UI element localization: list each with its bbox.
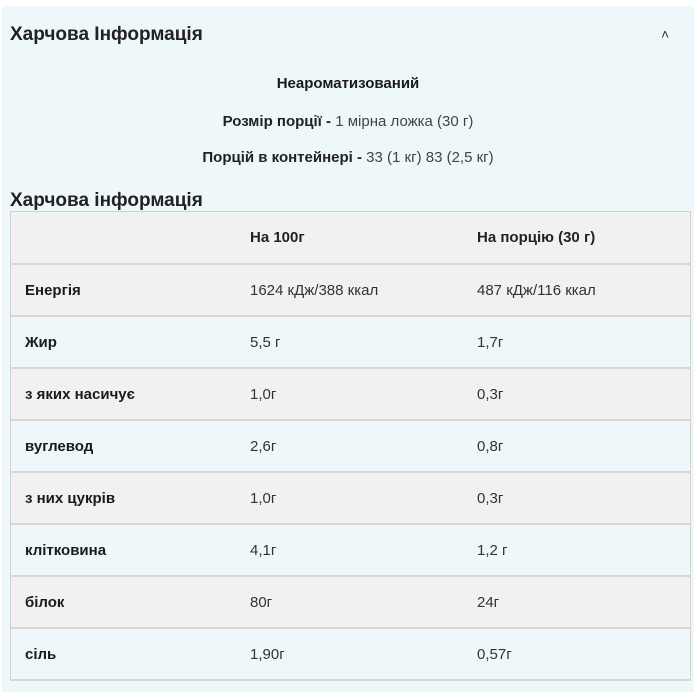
table-title: Харчова інформація bbox=[10, 190, 203, 211]
per-serving-value: 24г bbox=[477, 576, 691, 629]
table-row: з них цукрів 1,0г 0,3г bbox=[10, 472, 691, 525]
section-title: Харчова Інформація bbox=[10, 24, 203, 45]
table-row: клітковина 4,1г 1,2 г bbox=[10, 524, 691, 577]
serving-size-value: 1 мірна ложка (30 г) bbox=[335, 113, 474, 130]
nutrition-panel: Харчова Інформація ˄ Неароматизований Ро… bbox=[2, 6, 694, 692]
table-row: Енергія 1624 кДж/388 ккал 487 кДж/116 ккал bbox=[10, 264, 691, 317]
nutrient-name: білок bbox=[10, 576, 250, 629]
servings-per-container: Порцій в контейнері - 33 (1 кг) 83 (2,5 … bbox=[202, 149, 494, 166]
nutrient-name: клітковина bbox=[10, 524, 250, 577]
per-serving-value: 1,2 г bbox=[477, 524, 691, 577]
flavour-label: Неароматизований bbox=[276, 75, 420, 92]
nutrient-name: вуглевод bbox=[10, 420, 250, 473]
servings-label: Порцій в контейнері bbox=[202, 149, 353, 166]
nutrient-name: Енергія bbox=[10, 264, 250, 317]
servings-value: 33 (1 кг) 83 (2,5 кг) bbox=[366, 149, 494, 166]
per-serving-value: 0,3г bbox=[477, 368, 691, 421]
nutrition-table: На 100г На порцію (30 г) Енергія 1624 кДж… bbox=[10, 211, 691, 681]
table-row: сіль 1,90г 0,57г bbox=[10, 628, 691, 681]
serving-size-label: Розмір порції bbox=[222, 113, 322, 130]
chevron-up-icon[interactable]: ˄ bbox=[661, 26, 670, 42]
table-header-row: На 100г На порцію (30 г) bbox=[10, 211, 691, 265]
per-100g-value: 2,6г bbox=[250, 420, 477, 473]
nutrient-name: Жир bbox=[10, 316, 250, 369]
nutrient-name: з них цукрів bbox=[10, 472, 250, 525]
per-100g-value: 5,5 г bbox=[250, 316, 477, 369]
per-100g-value: 80г bbox=[250, 576, 477, 629]
per-100g-value: 1624 кДж/388 ккал bbox=[250, 264, 477, 317]
nutrient-name: з яких насичує bbox=[10, 368, 250, 421]
per-serving-value: 0,57г bbox=[477, 628, 691, 681]
per-100g-value: 4,1г bbox=[250, 524, 477, 577]
per-100g-value: 1,90г bbox=[250, 628, 477, 681]
table-row: Жир 5,5 г 1,7г bbox=[10, 316, 691, 369]
header-cell bbox=[10, 211, 250, 265]
table-row: з яких насичує 1,0г 0,3г bbox=[10, 368, 691, 421]
header-cell: На 100г bbox=[250, 211, 477, 265]
nutrient-name: сіль bbox=[10, 628, 250, 681]
serving-size: Розмір порції - 1 мірна ложка (30 г) bbox=[222, 113, 474, 130]
per-serving-value: 487 кДж/116 ккал bbox=[477, 264, 691, 317]
table-row: вуглевод 2,6г 0,8г bbox=[10, 420, 691, 473]
header-cell: На порцію (30 г) bbox=[477, 211, 691, 265]
per-serving-value: 1,7г bbox=[477, 316, 691, 369]
per-100g-value: 1,0г bbox=[250, 368, 477, 421]
per-100g-value: 1,0г bbox=[250, 472, 477, 525]
per-serving-value: 0,3г bbox=[477, 472, 691, 525]
table-row: білок 80г 24г bbox=[10, 576, 691, 629]
per-serving-value: 0,8г bbox=[477, 420, 691, 473]
